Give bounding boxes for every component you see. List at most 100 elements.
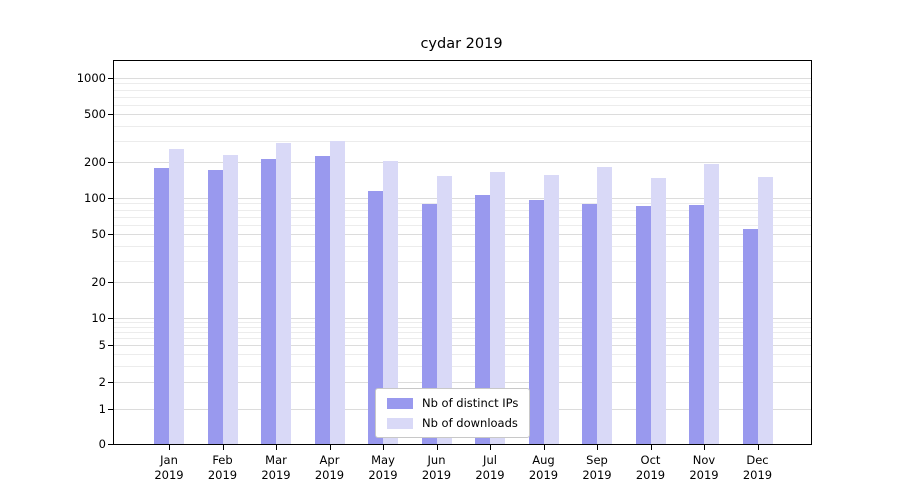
bar-downloads-mar (276, 142, 291, 444)
x-tick-label: Mar 2019 (261, 453, 291, 482)
x-tick-mark (543, 445, 545, 450)
legend-label-downloads: Nb of downloads (422, 416, 518, 430)
gridline-minor (114, 104, 811, 106)
y-tick-label: 50 (91, 227, 106, 242)
bar-downloads-jun (436, 176, 452, 444)
y-tick-label: 5 (98, 338, 106, 353)
gridline-minor (114, 89, 811, 91)
bar-downloads-sep (597, 166, 612, 444)
y-tick-label: 0 (98, 437, 106, 451)
gridline-minor (114, 365, 811, 367)
bar-downloads-aug (543, 175, 559, 444)
y-tick-mark (108, 114, 113, 116)
bar-distinct-ips-sep (582, 203, 597, 444)
gridline-major (114, 78, 811, 79)
gridline-minor (114, 125, 811, 127)
x-tick-label: Aug 2019 (528, 453, 559, 482)
bar-downloads-nov (704, 164, 719, 444)
y-tick-label: 2 (98, 374, 106, 389)
gridline-major (114, 198, 811, 199)
y-tick-label: 500 (84, 107, 106, 122)
gridline-minor (114, 326, 811, 328)
x-tick-mark (276, 445, 277, 450)
bar-distinct-ips-jan (154, 167, 169, 444)
y-tick-mark (108, 161, 113, 163)
legend-item-downloads: Nb of downloads (387, 416, 518, 430)
gridline-minor (114, 354, 811, 356)
chart-title: cydar 2019 (420, 36, 503, 52)
y-tick-mark (108, 78, 113, 79)
gridline-minor (114, 322, 811, 324)
gridline-major (114, 318, 811, 319)
legend-label-distinct-ips: Nb of distinct IPs (422, 396, 519, 410)
x-tick-mark (704, 445, 705, 450)
y-tick-mark (108, 345, 113, 347)
y-tick-label: 100 (84, 191, 106, 205)
gridline-minor (114, 224, 811, 226)
y-tick-mark (108, 381, 113, 383)
bar-distinct-ips-mar (261, 158, 276, 444)
gridline-major (114, 345, 811, 347)
gridline-major (114, 381, 811, 383)
y-tick-label: 1 (98, 402, 106, 416)
y-tick-mark (108, 281, 113, 283)
gridline-minor (114, 96, 811, 98)
gridline-minor (114, 209, 811, 211)
legend-swatch-distinct-ips (387, 397, 413, 409)
y-tick-mark (108, 234, 113, 236)
x-tick-mark (597, 445, 598, 450)
legend: Nb of distinct IPs Nb of downloads (375, 388, 531, 438)
x-tick-label: Apr 2019 (314, 453, 345, 482)
bar-downloads-feb (222, 154, 238, 444)
bar-distinct-ips-may (368, 190, 383, 444)
bar-distinct-ips-jul (475, 194, 490, 444)
x-tick-mark (222, 445, 224, 450)
x-tick-mark (383, 445, 384, 450)
gridline-minor (114, 245, 811, 247)
y-tick-mark (108, 198, 113, 199)
gridline-minor (114, 216, 811, 218)
y-tick-mark (108, 409, 113, 410)
gridline-minor (114, 332, 811, 334)
y-tick-label: 1000 (76, 71, 106, 85)
x-tick-mark (490, 445, 491, 450)
bar-downloads-jan (169, 149, 184, 444)
legend-item-distinct-ips: Nb of distinct IPs (387, 396, 518, 410)
bar-downloads-dec (757, 176, 773, 444)
x-tick-label: Jun 2019 (421, 453, 452, 482)
y-tick-label: 10 (91, 311, 106, 325)
gridline-minor (114, 140, 811, 142)
x-tick-label: Nov 2019 (689, 453, 719, 482)
bar-downloads-oct (650, 177, 666, 444)
bar-distinct-ips-aug (528, 200, 544, 444)
bar-distinct-ips-nov (689, 204, 704, 444)
x-tick-mark (757, 445, 759, 450)
bar-downloads-may (383, 160, 398, 444)
bar-distinct-ips-oct (635, 205, 651, 444)
y-tick-label: 20 (91, 274, 106, 289)
plot-area: 0 1 2 5 10 20 50 100 200 500 1000 Jan 2019 Feb 2019 Mar… (77, 60, 812, 482)
x-tick-mark (650, 445, 652, 450)
gridline-major (114, 114, 811, 116)
gridline-minor (114, 203, 811, 205)
gridline-minor (114, 83, 811, 85)
bar-distinct-ips-jun (421, 203, 437, 444)
bar-downloads-apr (329, 140, 345, 444)
gridline-major (114, 161, 811, 163)
gridline-major (114, 234, 811, 236)
y-tick-label: 200 (84, 154, 106, 169)
x-tick-mark (329, 445, 331, 450)
bar-distinct-ips-feb (207, 170, 223, 444)
x-tick-label: Dec 2019 (742, 453, 773, 482)
bar-distinct-ips-dec (742, 229, 758, 444)
bar-downloads-jul (490, 171, 505, 444)
y-tick-mark (108, 444, 113, 445)
x-tick-label: Feb 2019 (207, 453, 238, 482)
y-tick-mark (108, 318, 113, 319)
gridline-minor (114, 260, 811, 262)
gridline-major (114, 281, 811, 283)
x-tick-label: Jul 2019 (475, 453, 505, 482)
bar-distinct-ips-apr (314, 156, 330, 444)
gridline-minor (114, 338, 811, 340)
